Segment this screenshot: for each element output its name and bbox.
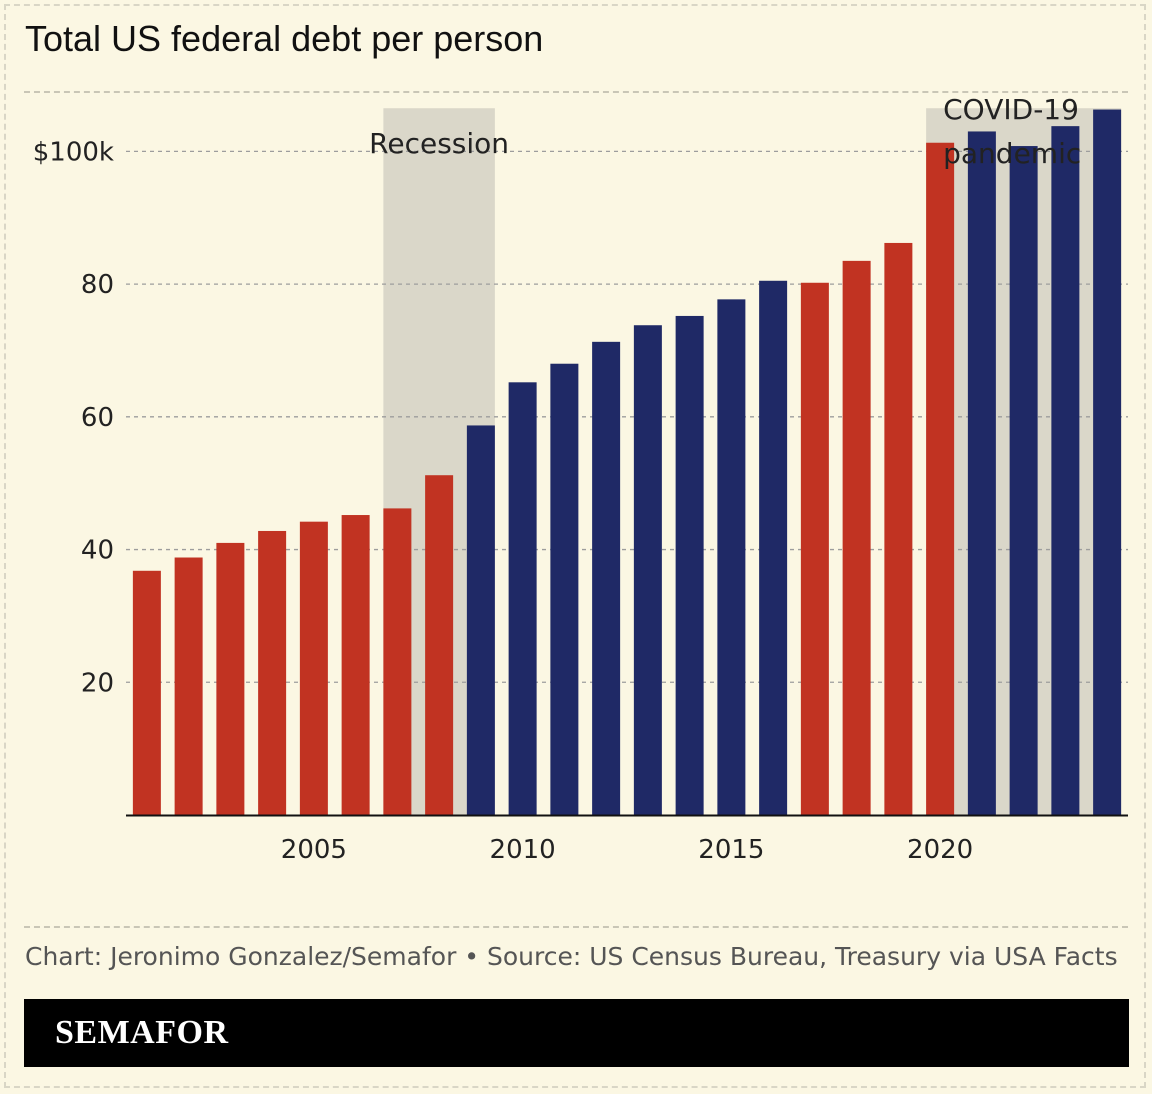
- bar-2024: [1093, 109, 1122, 815]
- bar-2021: [967, 131, 996, 816]
- bar-2011: [550, 363, 579, 815]
- bar-2009: [466, 425, 495, 815]
- bottom-divider: [24, 926, 1128, 928]
- bar-2015: [717, 299, 746, 815]
- bar-2012: [592, 341, 621, 815]
- y-tick-label-80: 80: [81, 270, 114, 300]
- annotation-0: Recession: [369, 127, 509, 160]
- bar-2010: [508, 382, 537, 815]
- x-tick-label-2005: 2005: [281, 835, 347, 865]
- chart-frame: [4, 4, 1146, 1088]
- gridlines: [126, 150, 1128, 683]
- y-tick-label-20: 20: [81, 668, 114, 698]
- x-tick-label-2020: 2020: [907, 835, 973, 865]
- bar-2004: [258, 530, 287, 815]
- annotation-1: COVID-19: [943, 93, 1079, 126]
- bar-2020: [926, 142, 955, 816]
- bar-2003: [216, 542, 245, 815]
- bar-2022: [1009, 146, 1038, 815]
- x-tick-label-2010: 2010: [490, 835, 556, 865]
- y-tick-label-60: 60: [81, 403, 114, 433]
- bar-2019: [884, 242, 913, 816]
- bar-2008: [425, 475, 454, 815]
- semafor-logo: SEMAFOR: [55, 1014, 229, 1051]
- source-credit: Chart: Jeronimo Gonzalez/Semafor • Sourc…: [25, 942, 1118, 971]
- bar-2023: [1051, 126, 1080, 816]
- top-divider: [24, 91, 1128, 93]
- annotation-2: pandemic: [943, 137, 1081, 170]
- bar-2018: [842, 260, 871, 815]
- bar-2014: [675, 315, 704, 815]
- bar-2013: [633, 325, 662, 815]
- bars: [132, 109, 1122, 816]
- y-axis-ticks: 20 40 60 80 $100k: [33, 137, 114, 698]
- bar-2016: [759, 280, 788, 816]
- brand-bar: SEMAFOR: [24, 999, 1129, 1067]
- bar-2002: [174, 557, 203, 815]
- bar-2007: [383, 508, 412, 815]
- y-tick-label-100: $100k: [33, 137, 114, 167]
- y-tick-label-40: 40: [81, 536, 114, 566]
- bar-2001: [132, 570, 161, 815]
- bar-2017: [800, 282, 829, 815]
- x-tick-label-2015: 2015: [698, 835, 764, 865]
- bar-chart: 20 40 60 80 $100k 2005 2010 2015 2020 Recession…: [33, 93, 1128, 865]
- x-axis-ticks: 2005 2010 2015 2020: [281, 835, 973, 865]
- annotations: Recession COVID-19 pandemic: [369, 93, 1081, 170]
- bar-2006: [341, 515, 370, 815]
- chart-title: Total US federal debt per person: [25, 18, 544, 59]
- bar-2005: [299, 521, 328, 815]
